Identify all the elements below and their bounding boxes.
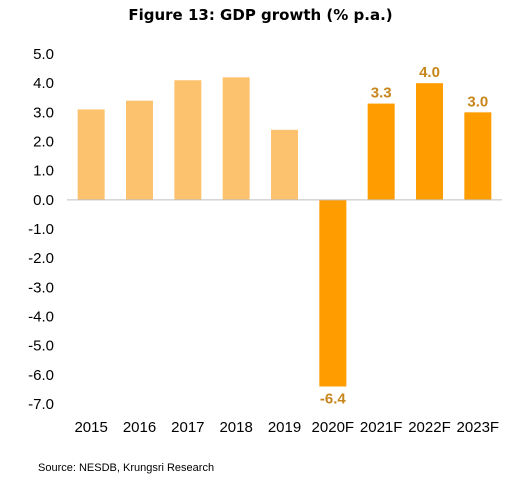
bar-2017 <box>174 80 202 200</box>
data-label: 4.0 <box>419 64 440 81</box>
y-tick-label: -4.0 <box>28 309 54 326</box>
bar-2021F <box>367 103 395 200</box>
y-tick-label: -6.0 <box>28 367 54 384</box>
x-tick-label: 2023F <box>457 419 500 436</box>
bar-2015 <box>77 109 105 200</box>
bar-2016 <box>126 100 153 200</box>
x-tick-label: 2015 <box>74 419 107 436</box>
y-tick-label: 0.0 <box>33 192 54 209</box>
y-tick-label: 1.0 <box>33 163 54 180</box>
y-tick-label: -5.0 <box>28 338 54 355</box>
bar-2023F <box>464 112 492 200</box>
source-note: Source: NESDB, Krungsri Research <box>38 462 215 474</box>
y-tick-label: -3.0 <box>28 279 54 296</box>
bar-2020F <box>319 199 347 387</box>
chart-title: Figure 13: GDP growth (% p.a.) <box>128 6 393 24</box>
y-tick-label: 5.0 <box>33 46 54 63</box>
x-tick-label: 2018 <box>219 419 252 436</box>
x-tick-label: 2020F <box>312 419 355 436</box>
data-label: -6.4 <box>320 391 347 408</box>
y-tick-label: -2.0 <box>28 250 54 267</box>
x-tick-label: 2016 <box>123 419 156 436</box>
x-tick-label: 2021F <box>360 419 403 436</box>
y-tick-label: 2.0 <box>33 134 54 151</box>
y-tick-label: 4.0 <box>33 75 54 92</box>
x-tick-label: 2022F <box>408 419 451 436</box>
x-tick-label: 2019 <box>268 419 301 436</box>
bar-2022F <box>416 83 443 200</box>
data-label: 3.3 <box>371 85 392 102</box>
x-tick-label: 2017 <box>171 419 204 436</box>
bar-2019 <box>271 129 298 200</box>
bar-2018 <box>222 77 250 200</box>
y-tick-label: 3.0 <box>33 104 54 121</box>
data-label: 3.0 <box>467 93 488 110</box>
y-tick-label: -7.0 <box>28 396 54 413</box>
y-tick-label: -1.0 <box>28 221 54 238</box>
